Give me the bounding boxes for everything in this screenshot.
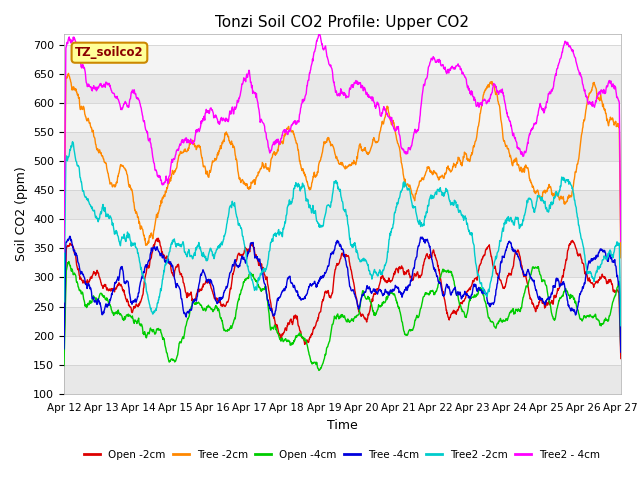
- Bar: [64, 74, 621, 103]
- X-axis label: Time: Time: [327, 419, 358, 432]
- Legend: Open -2cm, Tree -2cm, Open -4cm, Tree -4cm, Tree2 -2cm, Tree2 - 4cm: Open -2cm, Tree -2cm, Open -4cm, Tree -4…: [80, 445, 605, 464]
- Bar: [64, 191, 621, 219]
- Bar: [64, 336, 621, 365]
- Bar: [64, 103, 621, 132]
- Bar: [64, 219, 621, 249]
- Bar: [64, 45, 621, 74]
- Bar: [64, 277, 621, 307]
- Bar: [64, 161, 621, 191]
- Bar: [64, 132, 621, 161]
- Bar: [64, 249, 621, 277]
- Bar: [64, 307, 621, 336]
- Y-axis label: Soil CO2 (ppm): Soil CO2 (ppm): [15, 166, 28, 261]
- Title: Tonzi Soil CO2 Profile: Upper CO2: Tonzi Soil CO2 Profile: Upper CO2: [216, 15, 469, 30]
- Bar: [64, 365, 621, 394]
- Text: TZ_soilco2: TZ_soilco2: [75, 46, 144, 59]
